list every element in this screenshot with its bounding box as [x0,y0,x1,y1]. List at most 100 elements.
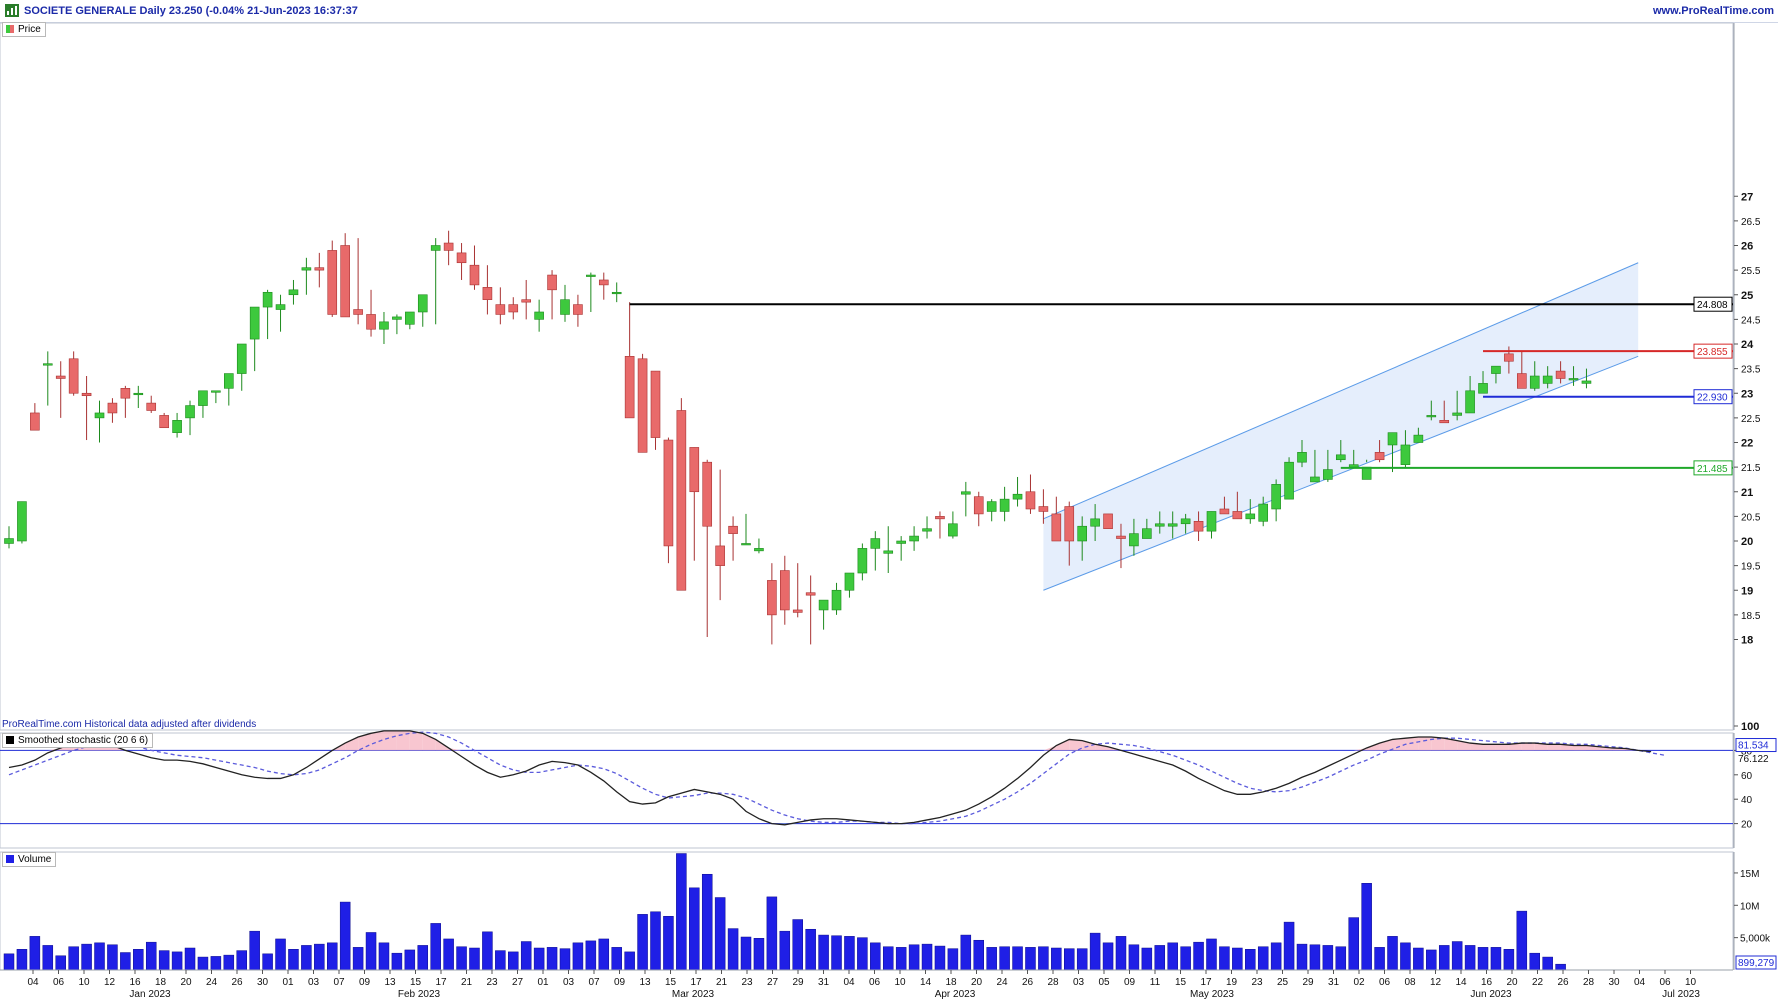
candle [1103,513,1113,529]
candle [767,563,777,645]
candle [508,297,519,320]
candle [637,353,648,453]
volume-bar [3,953,15,971]
candle-body [961,491,971,495]
candle [288,279,299,305]
candle-body [1426,415,1437,418]
candle-body [1335,454,1346,461]
x-tick-label: 23 [486,977,498,988]
candle-body [948,523,958,537]
volume-bar [676,853,687,971]
x-tick-label: 29 [1302,977,1314,988]
x-tick-label: 08 [1404,977,1416,988]
candle-body [1077,525,1087,542]
volume-bar [727,928,739,971]
candle [1555,361,1566,384]
volume-bar [81,943,92,971]
volume-legend-label: Volume [18,854,52,865]
candle-body [146,402,157,411]
volume-bar [870,942,881,971]
price-panel[interactable]: 18 18.5 19 19.5 20 20.5 21 21.5 22 22.5 23 23.5 24 24… [0,22,1761,731]
candle-body [715,545,725,566]
candle-body [624,356,635,419]
x-tick-label: 16 [129,977,141,988]
candle-body [469,264,480,286]
candle-body [417,294,428,313]
price-y-tick-label: 23.5 [1741,365,1761,376]
candle [650,370,661,450]
candle [55,361,66,418]
volume-panel[interactable]: 15M 10M 5,000k 899,279 [0,851,1777,971]
brand-link[interactable]: www.ProRealTime.com [1652,5,1774,17]
candle [4,526,14,549]
candle-body [288,289,299,296]
volume-bar [766,896,778,971]
candle-body [1517,373,1527,389]
candle [327,240,338,317]
trend-channel-lower [1043,355,1639,591]
candle-body [650,370,661,438]
volume-bar [1438,945,1450,971]
volume-bar [55,955,66,971]
candle-body [81,392,92,397]
stochastic-overbought-fill [371,730,384,751]
x-tick-label: 20 [1506,977,1518,988]
volume-bar [999,946,1010,971]
volume-bar [637,914,648,971]
volume-bar [249,930,260,971]
candle [573,294,583,327]
candle-body [443,242,454,251]
candle [120,385,131,418]
candle-body [495,304,506,315]
candle-body [1465,390,1475,414]
x-tick-label: 20 [971,977,983,988]
x-tick-label: 14 [1455,977,1467,988]
candle [521,279,532,320]
stochastic-overbought-fill [1534,743,1548,751]
candle [1297,440,1307,468]
candle-body [1258,503,1269,522]
volume-bar [365,932,377,971]
candle-body [1116,535,1126,539]
volume-bar [1283,921,1295,971]
volume-bar [469,947,480,971]
candle-body [1232,511,1243,520]
x-tick-label: 09 [614,977,626,988]
stochastic-overbought-fill [1521,743,1535,751]
candle [1142,518,1152,539]
candle-body [1542,375,1553,384]
x-tick-label: 07 [588,977,600,988]
candle [1426,400,1437,421]
candle [1271,479,1281,522]
candle-body [430,245,441,251]
x-tick-label: 06 [869,977,881,988]
price-y-tick-label: 25.5 [1741,266,1761,277]
volume-bar [42,945,54,971]
volume-bar [1219,946,1230,971]
candle [909,526,919,551]
data-credit: ProRealTime.com Historical data adjusted… [2,719,257,730]
level-label-box [1693,296,1733,312]
candle-body [547,274,557,291]
candle-body [1297,452,1307,463]
volume-y-tick-label: 10M [1740,901,1759,912]
candle [224,373,234,406]
volume-bar [1348,917,1359,971]
candle [676,398,687,591]
candle-body [249,306,260,340]
x-tick-label: 21 [461,977,473,988]
candle-body [1103,513,1113,529]
volume-bar [973,939,984,971]
volume-bar [262,953,273,971]
candle-body [327,250,338,315]
candle [1400,430,1411,468]
x-tick-label: 13 [384,977,396,988]
x-tick-label: 31 [818,977,830,988]
candle [805,575,816,645]
candle [107,398,118,423]
candle [999,486,1010,522]
stochastic-overbought-fill [1069,739,1083,751]
candle [1051,496,1062,542]
